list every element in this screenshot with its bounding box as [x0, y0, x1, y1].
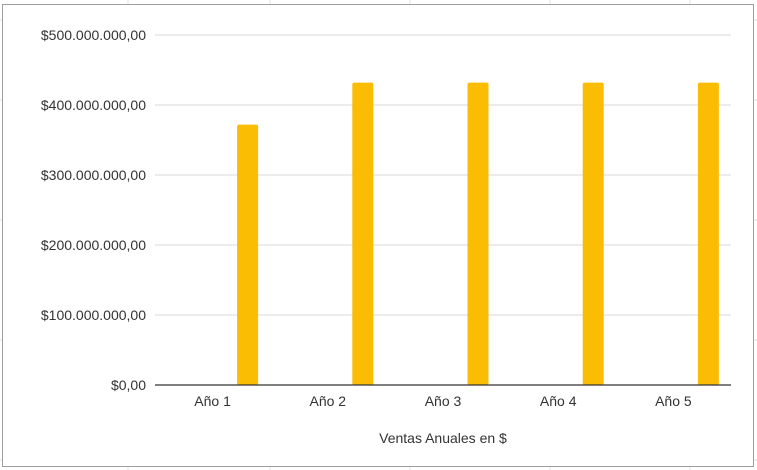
- y-tick-label: $0,00: [111, 377, 146, 393]
- y-tick-label: $400.000.000,00: [41, 97, 146, 113]
- bar[interactable]: [697, 82, 719, 385]
- bar-chart: $0,00 $100.000.000,00 $200.000.000,00 $300.…: [41, 27, 731, 446]
- x-axis-tick-labels: Año 1 Año 2 Año 3 Año 4 Año 5: [194, 393, 692, 409]
- x-tick-label: Año 1: [194, 393, 231, 409]
- x-tick-label: Año 2: [310, 393, 347, 409]
- bar[interactable]: [237, 124, 259, 385]
- y-axis-tick-labels: $0,00 $100.000.000,00 $200.000.000,00 $300.…: [41, 27, 146, 393]
- x-tick-label: Año 3: [425, 393, 462, 409]
- x-axis-title: Ventas Anuales en $: [379, 430, 507, 446]
- y-tick-label: $300.000.000,00: [41, 167, 146, 183]
- bars: [237, 82, 719, 385]
- y-tick-label: $100.000.000,00: [41, 307, 146, 323]
- x-tick-label: Año 4: [540, 393, 577, 409]
- chart-container[interactable]: $0,00 $100.000.000,00 $200.000.000,00 $300.…: [2, 4, 754, 467]
- bar[interactable]: [352, 82, 374, 385]
- bar[interactable]: [582, 82, 604, 385]
- bar[interactable]: [467, 82, 489, 385]
- x-tick-label: Año 5: [655, 393, 692, 409]
- y-tick-label: $500.000.000,00: [41, 27, 146, 43]
- y-tick-label: $200.000.000,00: [41, 237, 146, 253]
